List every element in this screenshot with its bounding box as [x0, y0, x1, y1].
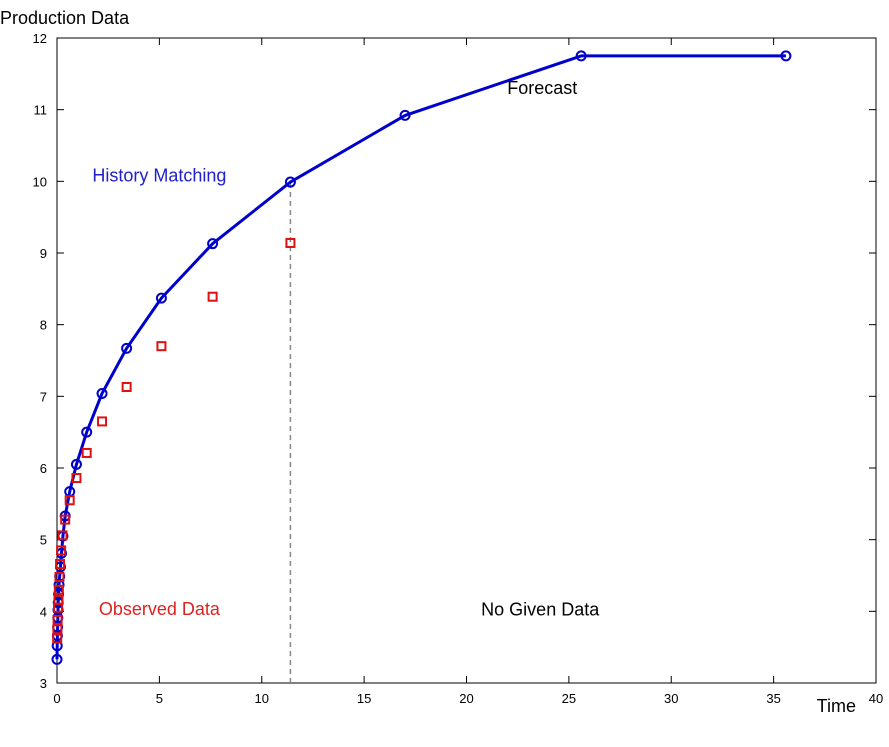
data-point-square [52, 614, 63, 625]
data-point-square [64, 495, 75, 506]
y-tick-label: 5 [40, 533, 47, 548]
annotation-label: Observed Data [99, 599, 221, 619]
data-point-circle [51, 653, 63, 665]
data-point-circle [207, 238, 219, 250]
data-point-square [81, 447, 92, 458]
data-point-square [121, 382, 132, 393]
x-tick-label: 30 [664, 691, 678, 706]
data-point-square [52, 633, 63, 644]
data-point-square [207, 291, 218, 302]
data-point-square [53, 594, 64, 605]
data-point-circle [96, 387, 108, 399]
data-point-circle [575, 50, 587, 62]
data-point-circle [51, 640, 63, 652]
data-point-square [52, 624, 63, 635]
data-point-circle [780, 50, 792, 62]
y-tick-label: 12 [33, 31, 47, 46]
plot-frame [56, 37, 877, 684]
data-point-square [156, 341, 167, 352]
data-point-square [55, 559, 66, 570]
data-point-circle [399, 109, 411, 121]
data-point-circle [70, 458, 82, 470]
x-tick-label: 10 [255, 691, 269, 706]
data-point-circle [81, 426, 93, 438]
series-line [55, 54, 786, 660]
x-tick-label: 25 [562, 691, 576, 706]
data-point-square [54, 571, 65, 582]
y-tick-label: 9 [40, 246, 47, 261]
x-tick-label: 0 [53, 691, 60, 706]
y-tick-label: 10 [33, 174, 47, 189]
data-point-circle [155, 292, 167, 304]
data-point-square [53, 584, 64, 595]
y-axis-title: Production Data [0, 8, 130, 28]
y-tick-label: 6 [40, 461, 47, 476]
annotation-label: History Matching [92, 165, 226, 185]
x-tick-label: 35 [766, 691, 780, 706]
data-point-square [97, 416, 108, 427]
y-tick-label: 4 [40, 604, 47, 619]
x-axis-title: Time [817, 696, 856, 716]
data-point-square [71, 473, 82, 484]
x-tick-label: 20 [459, 691, 473, 706]
annotation-label: Forecast [507, 78, 577, 98]
data-point-square [285, 237, 296, 248]
annotation-label: No Given Data [481, 600, 600, 620]
data-point-square [60, 514, 71, 525]
data-point-square [57, 530, 68, 541]
x-tick-label: 15 [357, 691, 371, 706]
y-tick-label: 3 [40, 676, 47, 691]
y-tick-label: 11 [34, 103, 48, 118]
series-0 [51, 50, 792, 665]
y-tick-label: 8 [40, 318, 47, 333]
data-point-circle [121, 342, 133, 354]
y-tick-label: 7 [40, 389, 47, 404]
x-tick-label: 5 [156, 691, 163, 706]
x-tick-label: 40 [869, 691, 883, 706]
data-point-circle [284, 176, 296, 188]
series-1 [52, 237, 296, 644]
data-point-square [56, 545, 67, 556]
